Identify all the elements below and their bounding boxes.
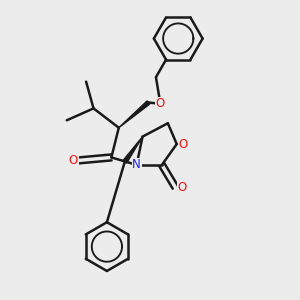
Text: O: O xyxy=(179,138,188,151)
Text: O: O xyxy=(69,154,78,167)
Polygon shape xyxy=(123,136,142,163)
Polygon shape xyxy=(119,101,150,128)
Text: N: N xyxy=(132,158,141,171)
Text: O: O xyxy=(177,181,186,194)
Text: O: O xyxy=(156,98,165,110)
